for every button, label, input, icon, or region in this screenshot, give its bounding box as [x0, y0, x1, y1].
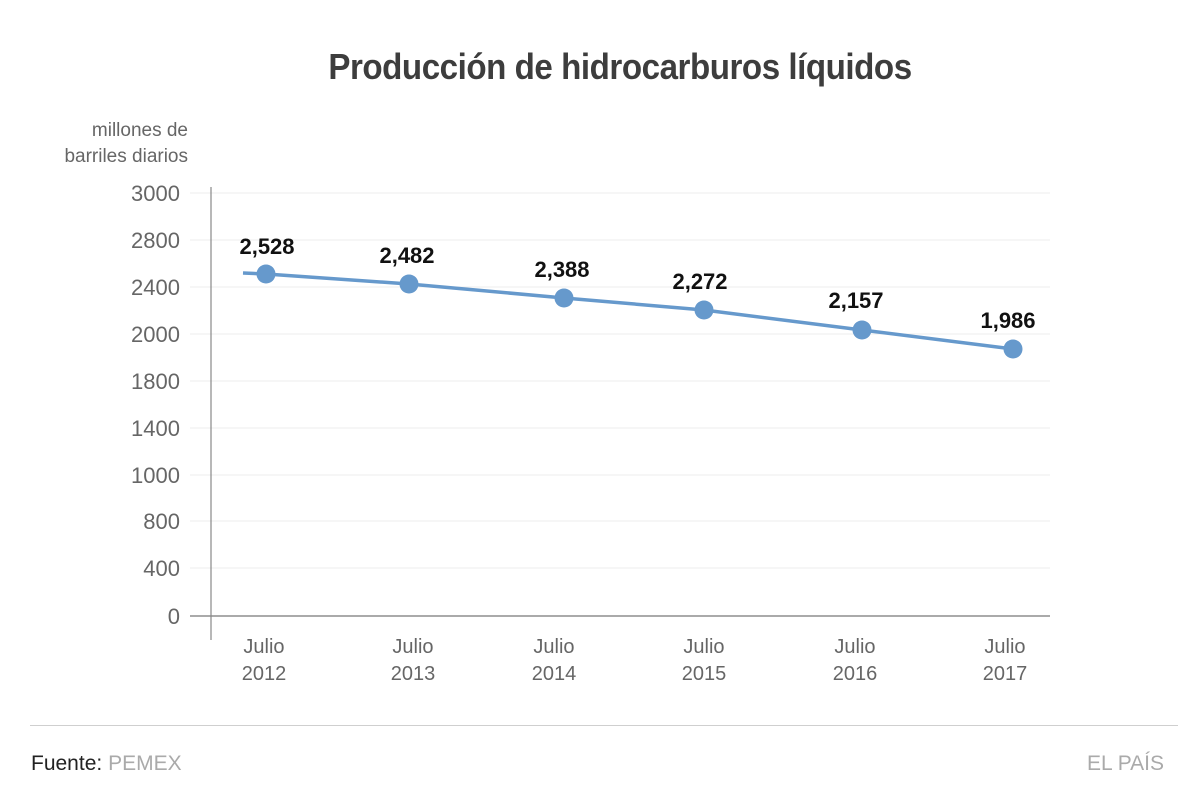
footer-divider: [30, 725, 1178, 726]
y-tick-labels: 3000 2800 2400 2000 1800 1400 1000 800 4…: [131, 181, 180, 629]
brand-logo: EL PAÍS: [1086, 752, 1164, 775]
data-label: 1,986: [980, 308, 1035, 333]
data-label: 2,272: [672, 269, 727, 294]
x-tick-year: 2014: [532, 663, 577, 685]
x-tick-month: Julio: [834, 636, 875, 658]
data-point[interactable]: [694, 300, 714, 320]
y-tick: 1400: [131, 416, 180, 441]
data-point[interactable]: [852, 320, 872, 340]
data-point[interactable]: [256, 264, 276, 284]
data-point[interactable]: [399, 274, 419, 294]
y-tick: 2400: [131, 275, 180, 300]
data-label: 2,482: [379, 243, 434, 268]
y-tick: 3000: [131, 181, 180, 206]
x-tick-year: 2012: [242, 663, 287, 685]
chart-title: Producción de hidrocarburos líquidos: [328, 46, 912, 87]
data-point[interactable]: [1003, 339, 1023, 359]
unit-line-2: barriles diarios: [64, 146, 188, 167]
x-tick-year: 2017: [983, 663, 1028, 685]
series-line: [242, 271, 1014, 351]
unit-line-1: millones de: [91, 120, 188, 141]
x-tick-month: Julio: [984, 636, 1025, 658]
data-labels: 2,528 2,482 2,388 2,272 2,157 1,986: [239, 234, 1035, 333]
x-tick-year: 2013: [391, 663, 436, 685]
source-credit: Fuente: PEMEX: [31, 752, 182, 776]
y-axis-unit-label: millones de barriles diarios: [64, 118, 188, 170]
y-tick: 2000: [131, 322, 180, 347]
x-tick-year: 2016: [833, 663, 878, 685]
data-points: [256, 264, 1023, 359]
x-tick-month: Julio: [533, 636, 574, 658]
data-label: 2,388: [534, 257, 589, 282]
gridlines: [190, 192, 1050, 569]
source-label: Fuente:: [31, 752, 103, 775]
x-tick-month: Julio: [683, 636, 724, 658]
y-tick: 2800: [131, 228, 180, 253]
y-tick: 800: [143, 509, 180, 534]
y-tick: 1000: [131, 463, 180, 488]
data-point[interactable]: [554, 288, 574, 308]
x-tick-month: Julio: [243, 636, 284, 658]
y-tick: 400: [143, 556, 180, 581]
x-tick-month: Julio: [392, 636, 433, 658]
x-tick-labels: Julio 2012 Julio 2013 Julio 2014 Julio 2…: [242, 636, 1028, 685]
source-value: PEMEX: [108, 752, 182, 775]
x-tick-year: 2015: [682, 663, 727, 685]
data-label: 2,528: [239, 234, 294, 259]
y-tick: 1800: [131, 369, 180, 394]
y-tick: 0: [168, 604, 180, 629]
data-label: 2,157: [828, 288, 883, 313]
